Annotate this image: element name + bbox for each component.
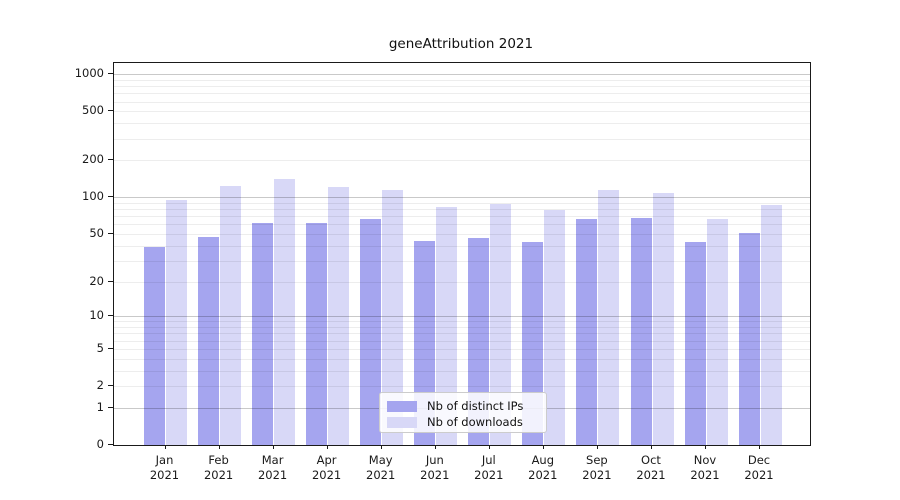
x-axis-label: Mar 2021 <box>257 453 288 482</box>
minor-gridline <box>114 233 810 235</box>
minor-gridline <box>114 358 810 360</box>
minor-gridline <box>114 160 810 162</box>
bar-distinct-ips-feb <box>198 237 219 445</box>
minor-gridline <box>114 138 810 140</box>
minor-gridline <box>114 216 810 218</box>
x-axis-label: Feb 2021 <box>203 453 234 482</box>
y-tick-label: 100 <box>82 189 104 204</box>
minor-gridline <box>114 370 810 372</box>
bar-distinct-ips-jan <box>144 247 165 445</box>
minor-gridline <box>114 321 810 323</box>
bar-distinct-ips-apr <box>306 222 328 445</box>
bar-downloads-dec <box>760 205 782 445</box>
x-axis-label: May 2021 <box>366 453 396 482</box>
x-axis-label: Oct 2021 <box>636 453 666 482</box>
minor-gridline <box>114 202 810 204</box>
minor-gridline <box>114 93 810 95</box>
y-tick-label: 50 <box>89 225 104 240</box>
bar-distinct-ips-sep <box>576 218 598 445</box>
y-tick-label: 10 <box>89 308 104 323</box>
bar-downloads-jun <box>436 206 458 445</box>
legend-swatch-downloads-icon <box>387 416 417 428</box>
legend-item-distinct-ips: Nb of distinct IPs <box>387 398 538 414</box>
major-gridline <box>114 316 810 318</box>
bar-downloads-feb <box>220 186 241 445</box>
bar-downloads-jul <box>490 204 512 445</box>
legend: Nb of distinct IPs Nb of downloads <box>379 392 547 433</box>
minor-gridline <box>114 209 810 211</box>
grid-layer <box>114 63 810 445</box>
minor-gridline <box>114 101 810 103</box>
minor-gridline <box>114 340 810 342</box>
minor-gridline <box>114 327 810 328</box>
minor-gridline <box>114 260 810 262</box>
minor-gridline <box>114 86 810 88</box>
minor-gridline <box>114 386 810 387</box>
minor-gridline <box>114 245 810 247</box>
bar-distinct-ips-dec <box>738 232 760 445</box>
minor-gridline <box>114 224 810 226</box>
legend-item-downloads: Nb of downloads <box>387 414 538 430</box>
y-tick-label: 1 <box>96 399 104 414</box>
y-tick-label: 0 <box>96 437 104 451</box>
legend-swatch-distinct-ips-icon <box>387 400 417 412</box>
minor-gridline <box>114 79 810 81</box>
minor-gridline <box>114 348 810 350</box>
y-tick-label: 1000 <box>74 66 104 81</box>
bar-downloads-apr <box>328 187 350 445</box>
minor-gridline <box>114 281 810 283</box>
chart-title: geneAttribution 2021 <box>388 36 534 52</box>
x-axis-label: Aug 2021 <box>528 453 558 482</box>
x-axis-label: Nov 2021 <box>690 453 720 482</box>
bar-downloads-sep <box>598 190 620 445</box>
minor-gridline <box>114 111 810 113</box>
bar-distinct-ips-mar <box>252 223 274 445</box>
bar-downloads-nov <box>706 219 728 445</box>
bar-distinct-ips-oct <box>630 217 652 445</box>
y-tick-label: 5 <box>96 340 104 355</box>
bar-distinct-ips-nov <box>684 241 706 445</box>
y-tick-label: 2 <box>96 378 104 392</box>
bar-downloads-aug <box>544 210 566 445</box>
y-tick-label: 200 <box>82 152 104 167</box>
legend-label-downloads: Nb of downloads <box>427 415 523 429</box>
x-axis-label: Jan 2021 <box>149 453 180 482</box>
minor-gridline <box>114 123 810 125</box>
bar-downloads-oct <box>652 192 674 445</box>
bar-distinct-ips-may <box>360 219 382 445</box>
x-axis-label: Jun 2021 <box>420 453 450 482</box>
x-axis-label: Apr 2021 <box>311 453 342 482</box>
x-axis-label: Dec 2021 <box>744 453 774 482</box>
x-axis-label: Sep 2021 <box>582 453 612 482</box>
bar-downloads-may <box>382 189 404 445</box>
major-gridline <box>114 197 810 199</box>
y-tick-label: 500 <box>82 103 104 118</box>
x-axis-label: Jul 2021 <box>474 453 504 482</box>
bar-downloads-mar <box>274 179 296 445</box>
bar-downloads-jan <box>166 200 187 445</box>
major-gridline <box>114 74 810 76</box>
y-tick-label: 20 <box>89 273 104 288</box>
minor-gridline <box>114 333 810 335</box>
legend-label-distinct-ips: Nb of distinct IPs <box>427 399 524 413</box>
plot-area <box>113 62 811 446</box>
